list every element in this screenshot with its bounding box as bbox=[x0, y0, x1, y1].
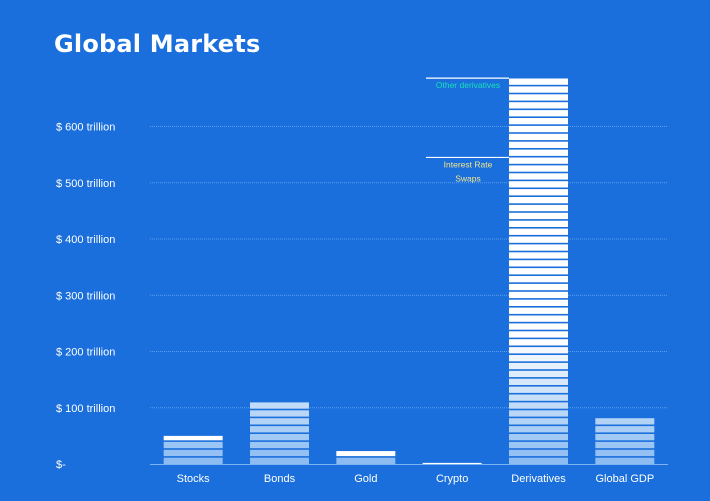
bar-stripe bbox=[336, 457, 396, 464]
bar-stripe bbox=[509, 268, 568, 275]
bar-stripe bbox=[509, 102, 568, 109]
bar-stripe bbox=[250, 441, 309, 449]
bar-stripe bbox=[595, 434, 655, 441]
bar-stripe bbox=[509, 441, 568, 449]
bar-stripe bbox=[509, 378, 568, 385]
bar-bonds bbox=[250, 402, 309, 464]
bar-crypto bbox=[422, 462, 482, 464]
bar-stripe bbox=[509, 418, 568, 425]
bar-stripe bbox=[422, 462, 482, 464]
bar-stripe bbox=[509, 244, 568, 251]
bar-stripe bbox=[509, 149, 568, 156]
bar-stripe bbox=[250, 426, 309, 433]
bar-stripe bbox=[336, 451, 396, 457]
bar-stripe bbox=[509, 410, 568, 417]
bar-stripe bbox=[509, 370, 568, 378]
x-tick-label-global-gdp: Global GDP bbox=[595, 473, 654, 485]
bar-stripe bbox=[509, 386, 568, 393]
y-tick-label-500: $ 500 trillion bbox=[56, 178, 115, 190]
bar-stripe bbox=[509, 181, 568, 188]
bar-stripe bbox=[163, 449, 223, 457]
y-tick-label-400: $ 400 trillion bbox=[56, 234, 115, 246]
bar-stripe bbox=[509, 299, 568, 306]
x-tick-label-crypto: Crypto bbox=[436, 473, 468, 485]
bar-stripe bbox=[509, 434, 568, 441]
bar-stocks bbox=[163, 435, 223, 464]
bar-stripe bbox=[509, 449, 568, 457]
bar-stripe bbox=[250, 418, 309, 425]
bar-stripe bbox=[595, 418, 655, 425]
bar-stripe bbox=[163, 435, 223, 441]
bar-stripe bbox=[509, 220, 568, 227]
bar-stripe bbox=[509, 94, 568, 101]
bar-stripe bbox=[509, 228, 568, 235]
x-tick-label-stocks: Stocks bbox=[177, 473, 211, 485]
bar-stripe bbox=[509, 307, 568, 314]
bar-stripe bbox=[250, 402, 309, 409]
bar-stripe bbox=[509, 236, 568, 243]
bar-stripe bbox=[509, 197, 568, 204]
bar-stripe bbox=[509, 283, 568, 291]
x-tick-label-gold: Gold bbox=[354, 473, 377, 485]
y-tick-label-600: $ 600 trillion bbox=[56, 122, 115, 134]
bar-stripe bbox=[509, 212, 568, 220]
bar-stripe bbox=[509, 339, 568, 346]
bar-stripe bbox=[509, 110, 568, 117]
bar-stripe bbox=[509, 394, 568, 401]
x-tick-label-derivatives: Derivatives bbox=[511, 473, 566, 485]
bar-stripe bbox=[509, 331, 568, 338]
bar-stripe bbox=[163, 457, 223, 464]
bar-stripe bbox=[509, 323, 568, 330]
y-tick-label-100: $ 100 trillion bbox=[56, 403, 115, 415]
bar-stripe bbox=[509, 204, 568, 212]
bar-stripe bbox=[509, 276, 568, 283]
x-tick-label-bonds: Bonds bbox=[264, 473, 296, 485]
bar-stripe bbox=[250, 449, 309, 457]
bar-stripe bbox=[509, 355, 568, 362]
bar-stripe bbox=[509, 133, 568, 141]
bar-stripe bbox=[509, 157, 568, 164]
bar-stripe bbox=[509, 315, 568, 322]
bar-stripe bbox=[509, 165, 568, 172]
y-tick-label-0: $- bbox=[56, 459, 66, 471]
bar-stripe bbox=[509, 173, 568, 180]
bar-stripe bbox=[509, 189, 568, 196]
bar-stripe bbox=[509, 291, 568, 299]
bar-stripe bbox=[250, 457, 309, 464]
bar-stripe bbox=[595, 449, 655, 457]
bar-stripe bbox=[595, 441, 655, 449]
bar-stripe bbox=[509, 78, 568, 85]
bar-stripe bbox=[509, 402, 568, 409]
y-tick-label-300: $ 300 trillion bbox=[56, 290, 115, 302]
bar-stripe bbox=[509, 141, 568, 148]
bar-stripe bbox=[509, 125, 568, 133]
annotation-interest-rate-swaps: Interest Rate Swaps bbox=[444, 159, 493, 183]
bar-stripe bbox=[250, 434, 309, 441]
bar-stripe bbox=[509, 86, 568, 93]
bar-stripe bbox=[509, 252, 568, 259]
bar-stripe bbox=[509, 347, 568, 354]
bar-stripe bbox=[509, 118, 568, 125]
bar-gold bbox=[336, 451, 396, 464]
annotation-other-derivatives: Other derivatives bbox=[436, 80, 500, 90]
bar-stripe bbox=[509, 457, 568, 464]
bar-stripe bbox=[250, 410, 309, 417]
bar-stripe bbox=[509, 260, 568, 267]
bar-stripe bbox=[595, 457, 655, 464]
bar-stripe bbox=[509, 426, 568, 433]
bar-stripe bbox=[163, 441, 223, 449]
bar-derivatives bbox=[509, 78, 568, 464]
bar-global-gdp bbox=[595, 418, 655, 464]
bar-stripe bbox=[509, 362, 568, 370]
chart-title: Global Markets bbox=[54, 30, 261, 58]
bar-stripe bbox=[595, 426, 655, 433]
y-tick-label-200: $ 200 trillion bbox=[56, 347, 115, 359]
